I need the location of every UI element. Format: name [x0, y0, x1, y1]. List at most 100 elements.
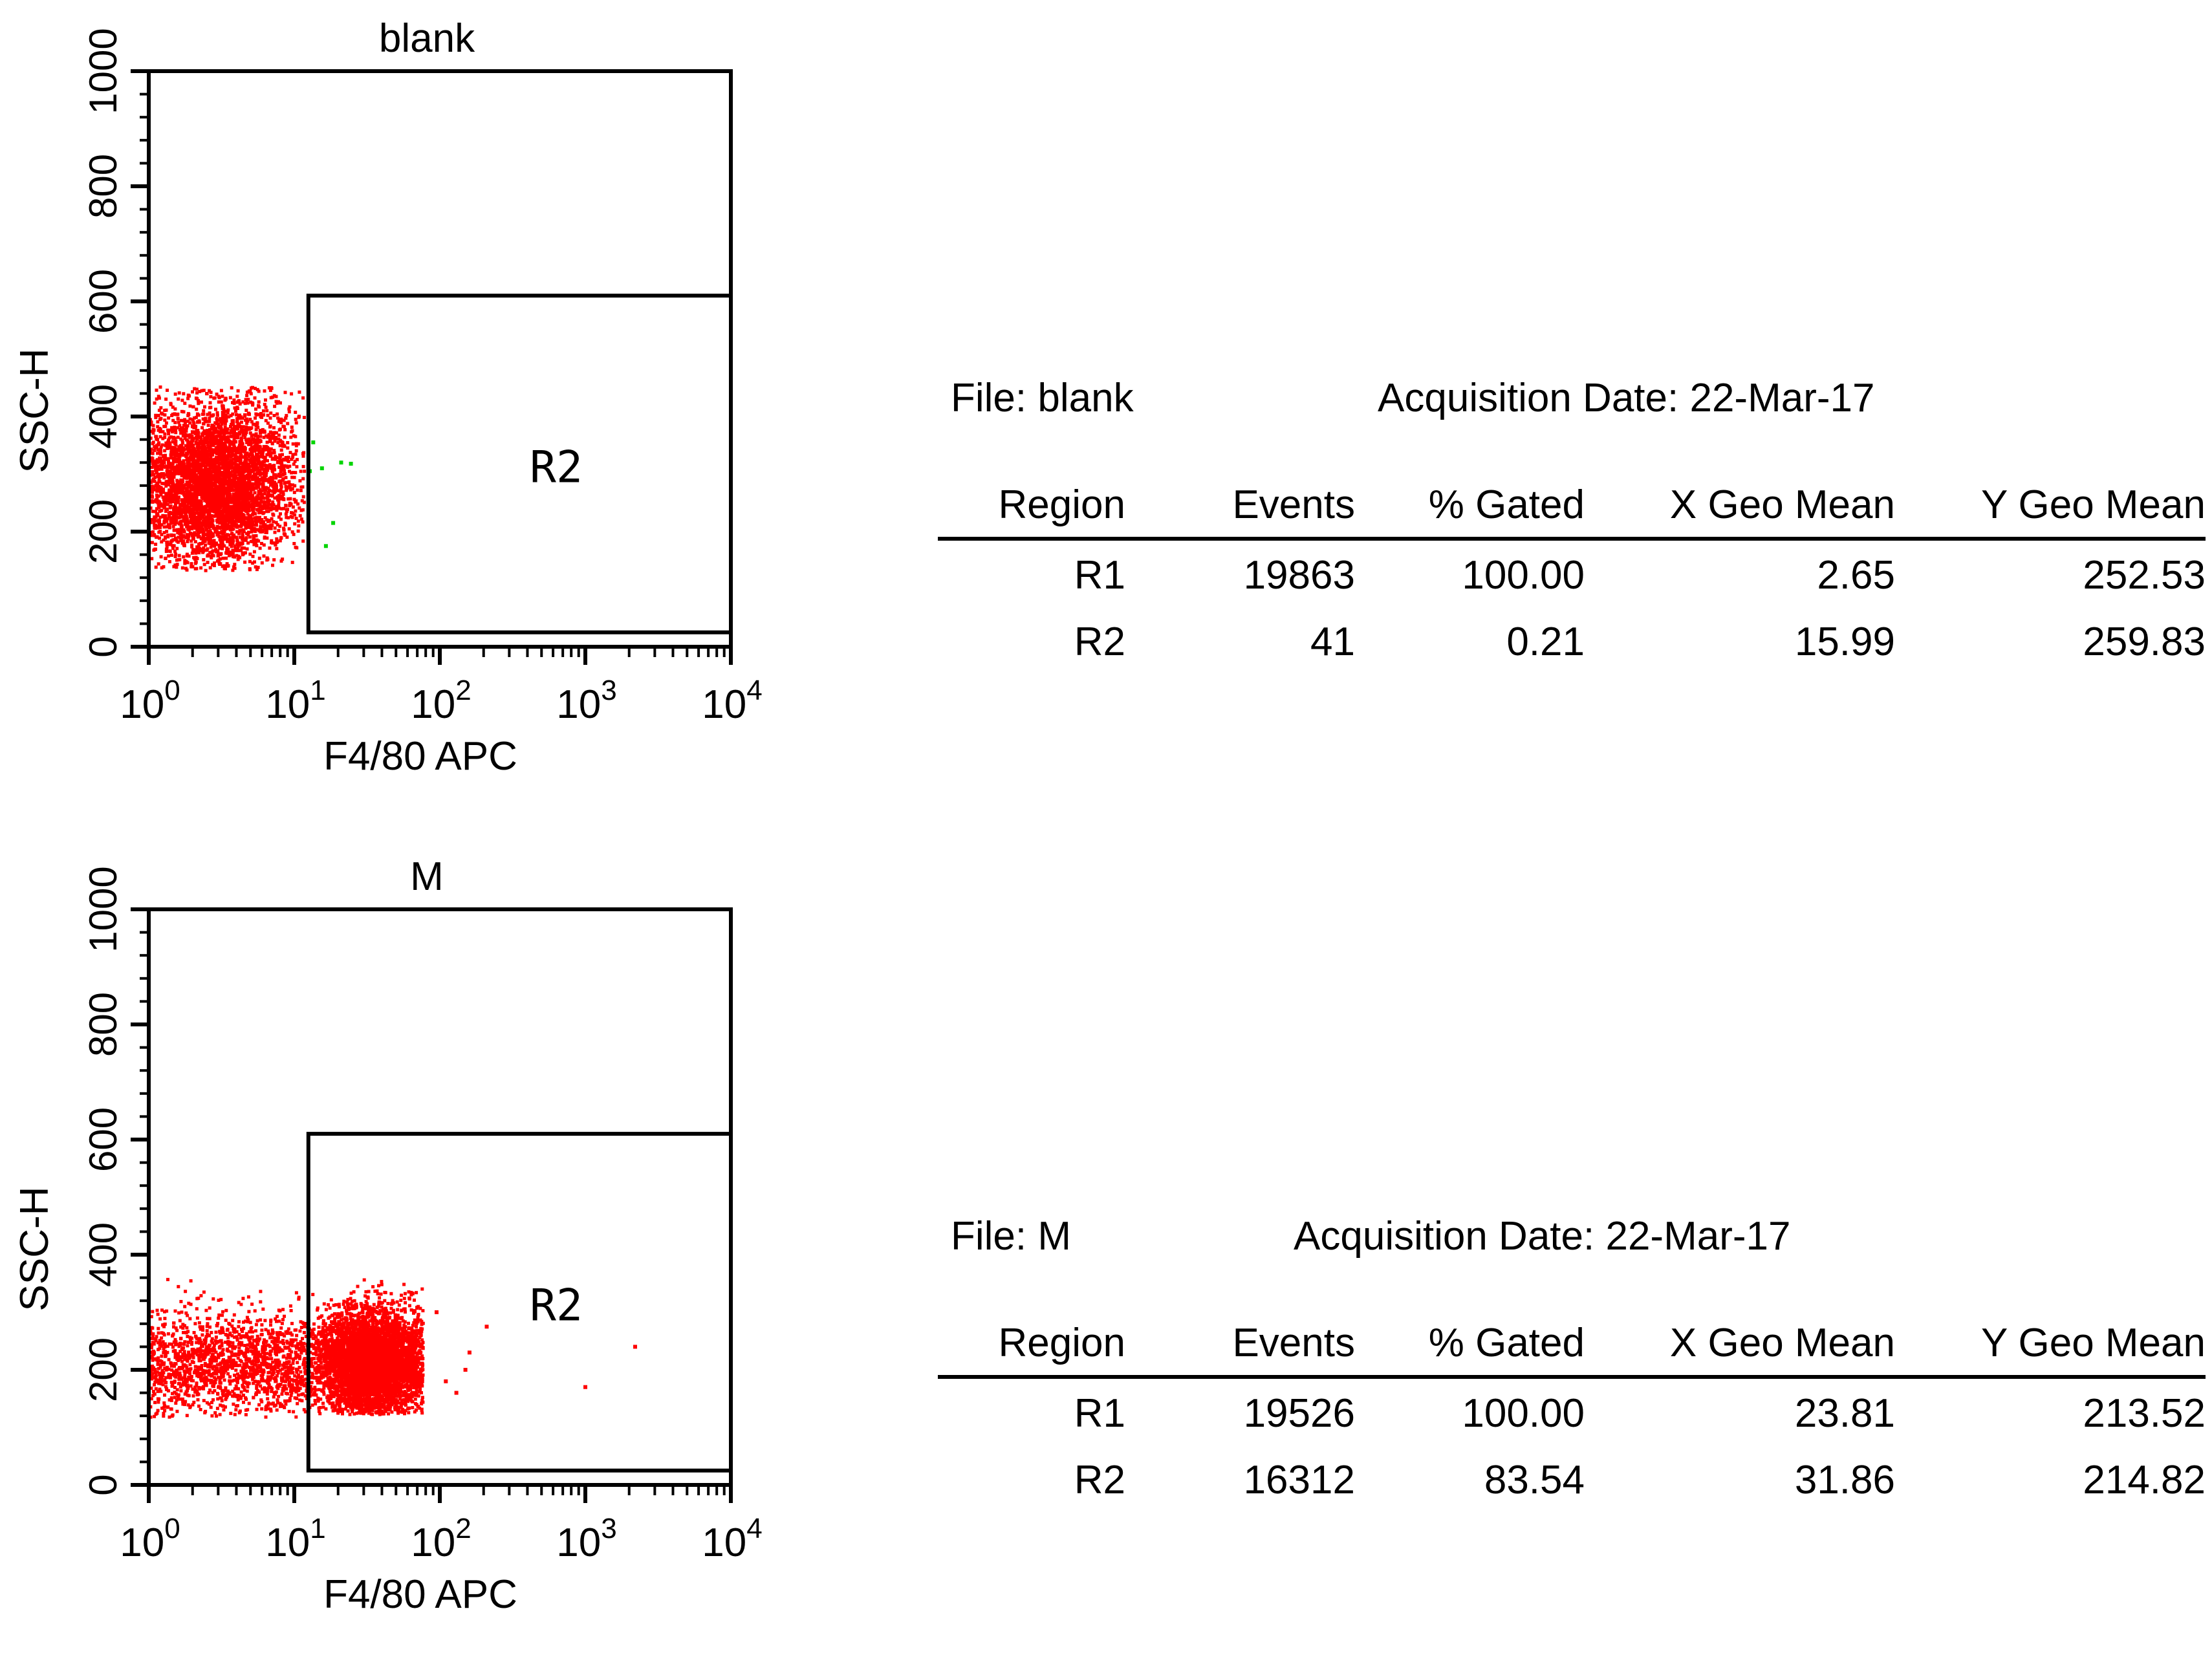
data-point — [201, 527, 205, 531]
data-point — [206, 517, 210, 521]
data-point — [175, 452, 179, 456]
data-point — [199, 468, 202, 471]
data-point — [176, 417, 180, 420]
data-point — [217, 434, 221, 438]
data-point — [223, 398, 227, 402]
data-point — [220, 444, 224, 448]
data-point — [162, 465, 166, 468]
data-point — [234, 548, 238, 552]
gate-region-r2 — [306, 294, 733, 634]
data-point — [165, 525, 169, 529]
data-point — [221, 437, 224, 441]
data-point — [238, 455, 242, 459]
data-point — [165, 530, 169, 534]
data-point — [191, 503, 195, 506]
data-point — [168, 506, 172, 510]
data-point — [175, 507, 179, 511]
header-region: Region — [998, 482, 1125, 527]
data-point — [222, 526, 226, 530]
data-point — [257, 484, 261, 488]
data-point — [222, 472, 226, 476]
data-point — [290, 561, 294, 565]
data-point — [242, 478, 246, 482]
data-point — [203, 493, 207, 497]
data-point — [259, 526, 263, 530]
data-point — [250, 508, 254, 512]
data-point — [236, 477, 240, 481]
data-point — [286, 446, 290, 450]
data-point — [384, 1409, 387, 1413]
data-point — [191, 511, 195, 515]
data-point — [217, 476, 221, 480]
data-point — [161, 437, 165, 440]
data-point — [171, 484, 175, 488]
data-point — [268, 416, 272, 420]
data-point — [268, 449, 272, 453]
data-point — [294, 500, 298, 504]
data-point — [272, 426, 276, 429]
data-point — [251, 561, 255, 565]
panel-m: R2 M 100 101 102 103 104 F4/80 APC 0 200 400 600 800… — [0, 838, 2212, 1676]
data-point — [190, 539, 193, 543]
data-point — [167, 490, 171, 494]
data-point — [226, 510, 230, 514]
data-point — [156, 438, 160, 442]
data-point — [276, 495, 279, 499]
data-point — [238, 432, 241, 436]
data-point — [276, 523, 279, 526]
data-point — [197, 420, 201, 424]
data-point — [270, 451, 274, 455]
data-point-outlier — [320, 466, 324, 471]
data-point — [253, 491, 257, 495]
data-point — [267, 433, 271, 437]
data-point — [239, 436, 243, 440]
data-point — [213, 480, 217, 484]
data-point — [248, 484, 252, 488]
data-point — [259, 435, 263, 438]
data-point — [210, 492, 214, 496]
data-point — [158, 385, 162, 389]
data-point — [242, 428, 246, 432]
data-point — [242, 463, 246, 467]
data-point — [267, 452, 271, 456]
data-point — [270, 478, 274, 482]
data-point — [191, 446, 195, 450]
data-point — [201, 426, 204, 429]
data-point — [188, 421, 192, 425]
data-point — [202, 530, 206, 534]
data-point — [294, 452, 298, 456]
data-point — [175, 479, 179, 482]
data-point — [150, 499, 153, 503]
data-point — [164, 457, 168, 461]
data-point — [257, 455, 261, 459]
data-point — [211, 504, 215, 508]
data-point — [263, 516, 267, 520]
data-point — [158, 536, 161, 540]
data-point — [263, 525, 266, 529]
data-point — [222, 535, 226, 539]
data-point — [197, 532, 200, 535]
gate-label: R2 — [530, 442, 583, 493]
data-point — [240, 420, 243, 424]
cell-gated: 0.21 — [1506, 620, 1585, 664]
data-point — [233, 496, 237, 500]
data-point — [195, 502, 199, 506]
data-point — [264, 506, 268, 510]
data-point — [243, 522, 246, 526]
data-point — [174, 457, 178, 461]
data-point — [177, 456, 181, 460]
data-point — [183, 421, 187, 425]
data-point — [180, 515, 184, 519]
data-point — [265, 496, 269, 500]
data-point — [170, 430, 174, 434]
data-point — [157, 408, 161, 412]
data-point — [252, 543, 256, 546]
data-point — [169, 539, 173, 543]
data-point — [165, 464, 169, 468]
data-point — [254, 464, 258, 468]
data-point — [208, 466, 212, 470]
data-point — [341, 1409, 344, 1413]
data-point — [279, 463, 283, 467]
data-point — [266, 464, 270, 468]
data-point — [151, 424, 155, 427]
